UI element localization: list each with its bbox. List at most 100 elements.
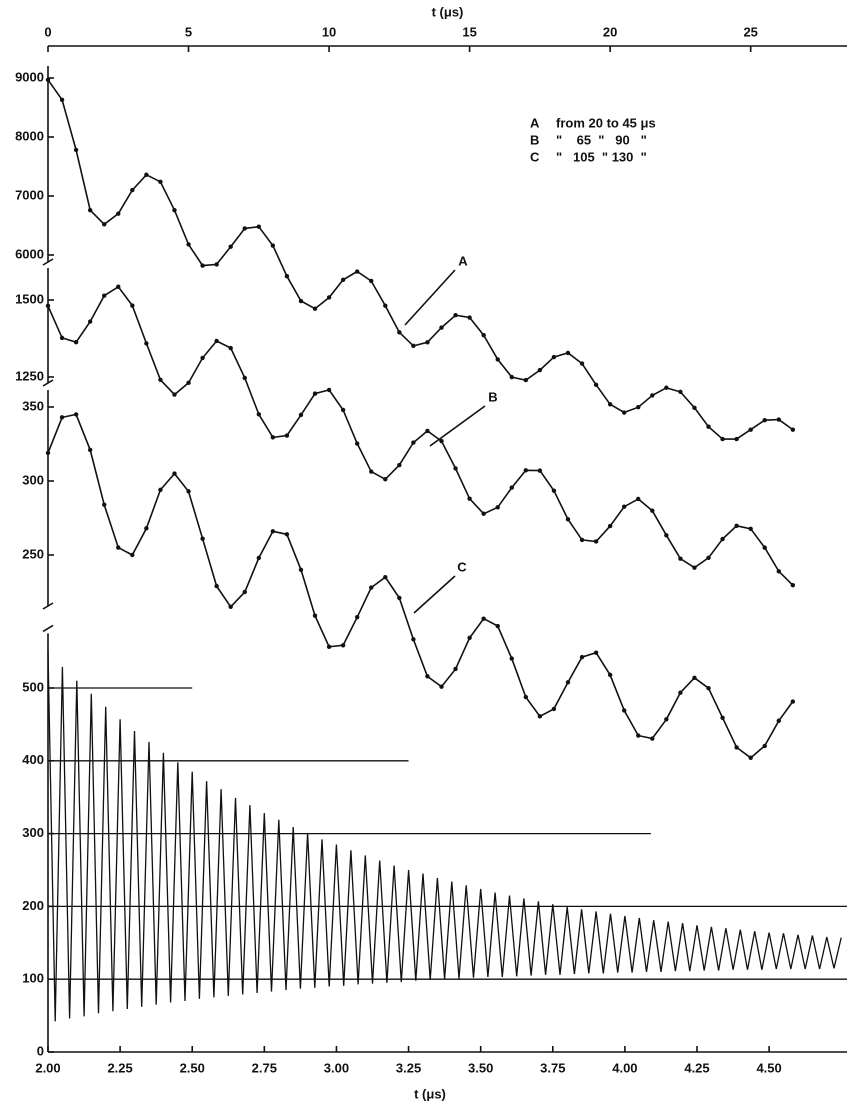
- data-point: [579, 361, 585, 366]
- y-tick-label: 400: [22, 752, 44, 767]
- data-point: [762, 743, 767, 749]
- y-tick-label: 0: [37, 1043, 44, 1058]
- data-point: [354, 614, 360, 620]
- data-point: [242, 375, 247, 381]
- data-point: [734, 745, 739, 750]
- y-tick-label: 300: [22, 472, 44, 487]
- data-point: [650, 736, 655, 741]
- data-point: [397, 330, 402, 335]
- x-tick-label: 2.50: [180, 1060, 205, 1075]
- data-point: [45, 450, 51, 456]
- data-point: [228, 244, 233, 249]
- axis-break: [42, 379, 54, 387]
- data-point: [369, 278, 374, 284]
- data-point: [186, 380, 191, 386]
- data-point: [214, 338, 219, 344]
- data-point: [59, 97, 65, 103]
- x-tick-label: 10: [322, 24, 336, 39]
- y-tick-label: 9000: [15, 69, 44, 84]
- legend-text: " 105 " 130 ": [556, 149, 647, 164]
- data-point: [551, 706, 557, 712]
- data-point: [214, 583, 219, 589]
- data-point: [425, 340, 430, 345]
- x-tick-label: 25: [743, 24, 757, 39]
- data-point: [298, 412, 304, 418]
- legend-label: B: [530, 132, 539, 147]
- data-point: [144, 526, 149, 531]
- fit-curve: [47, 285, 794, 586]
- data-point: [411, 440, 416, 445]
- data-point: [214, 262, 219, 267]
- data-point: [748, 427, 753, 432]
- data-point: [312, 391, 318, 396]
- data-point: [200, 263, 205, 268]
- data-point: [102, 222, 107, 227]
- data-point: [312, 613, 318, 618]
- data-point: [158, 179, 163, 185]
- data-point: [748, 755, 753, 760]
- data-point: [298, 298, 304, 304]
- data-point: [678, 556, 683, 561]
- data-point: [509, 485, 514, 490]
- x-tick-label: 3.25: [396, 1060, 421, 1075]
- data-point: [790, 427, 796, 432]
- data-point: [326, 295, 332, 300]
- curve-label: C: [457, 559, 467, 574]
- x-axis-title: t (μs): [414, 1086, 446, 1101]
- data-point: [776, 569, 781, 574]
- data-point: [411, 343, 416, 349]
- data-point: [453, 466, 458, 471]
- data-point: [537, 367, 543, 373]
- data-point: [467, 315, 472, 320]
- x-tick-label: 3.50: [468, 1060, 493, 1075]
- y-tick-label: 300: [22, 825, 44, 840]
- data-point: [481, 616, 486, 621]
- data-point: [776, 718, 781, 723]
- data-point: [186, 489, 191, 494]
- leader-line: [429, 405, 486, 447]
- data-point: [200, 355, 205, 361]
- y-tick-label: 200: [22, 898, 44, 913]
- data-point: [621, 504, 627, 509]
- data-point: [523, 694, 529, 700]
- data-point: [130, 303, 135, 308]
- data-point: [242, 226, 247, 231]
- data-point: [776, 417, 781, 422]
- data-point: [73, 412, 79, 417]
- data-point: [45, 303, 51, 309]
- y-tick-label: 500: [22, 679, 44, 694]
- data-point: [453, 666, 458, 672]
- data-point: [593, 539, 599, 544]
- data-point: [678, 389, 683, 395]
- x-tick-label: 3.00: [324, 1060, 349, 1075]
- x-tick-label: 2.75: [252, 1060, 277, 1075]
- data-point: [495, 505, 500, 510]
- data-point: [116, 284, 121, 289]
- data-point: [425, 428, 430, 434]
- data-point: [692, 565, 697, 570]
- data-point: [87, 319, 93, 324]
- y-tick-label: 7000: [15, 187, 44, 202]
- data-point: [439, 438, 444, 444]
- data-point: [172, 392, 177, 397]
- data-point: [664, 717, 669, 722]
- y-tick-label: 1500: [15, 291, 44, 306]
- data-point: [481, 511, 486, 516]
- y-tick-label: 1250: [15, 368, 44, 383]
- data-point: [326, 644, 332, 649]
- data-point: [397, 462, 402, 468]
- data-point: [116, 545, 121, 550]
- data-point: [200, 536, 205, 541]
- data-point: [284, 274, 290, 279]
- data-point: [354, 441, 360, 446]
- data-point: [720, 715, 725, 720]
- data-point: [523, 377, 529, 383]
- data-point: [256, 224, 262, 229]
- data-point: [256, 555, 262, 561]
- data-point: [116, 211, 121, 216]
- data-point: [439, 325, 444, 330]
- x-tick-label: 3.75: [540, 1060, 565, 1075]
- data-point: [495, 357, 500, 362]
